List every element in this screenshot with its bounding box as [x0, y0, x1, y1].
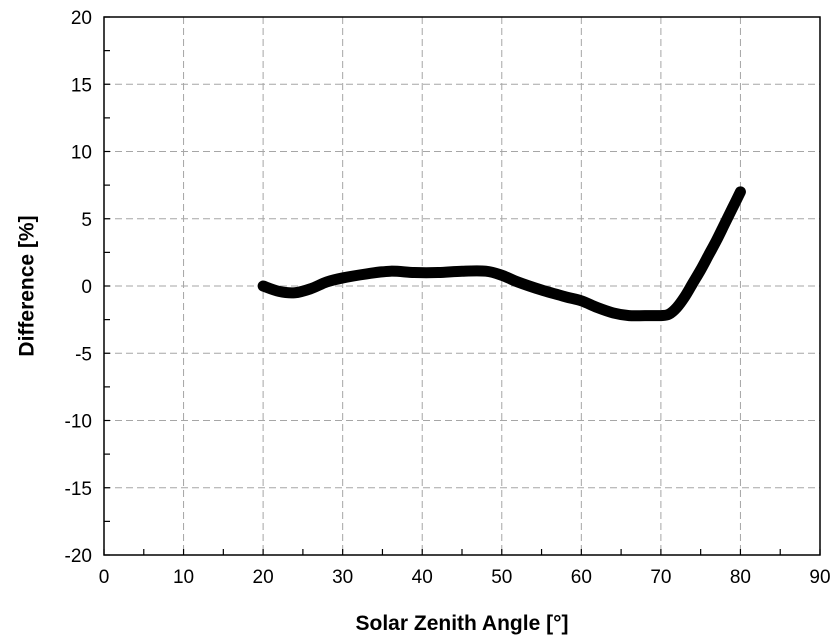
y-tick-label: 5 — [81, 210, 92, 231]
x-tick-label: 10 — [173, 567, 194, 588]
y-axis-title: Difference [%] — [16, 215, 39, 356]
y-tick-label: 10 — [71, 143, 92, 164]
x-tick-label: 0 — [99, 567, 110, 588]
x-tick-label: 80 — [730, 567, 751, 588]
x-tick-label: 60 — [571, 567, 592, 588]
x-tick-label: 90 — [809, 567, 830, 588]
y-tick-label: 15 — [71, 75, 92, 96]
series-line — [257, 186, 746, 322]
series-layer — [257, 186, 746, 322]
y-tick-label: 20 — [71, 8, 92, 29]
x-axis-title: Solar Zenith Angle [°] — [356, 612, 569, 635]
y-tick-label: -15 — [65, 479, 92, 500]
y-tick-label: -5 — [75, 344, 92, 365]
x-tick-label: 50 — [491, 567, 512, 588]
grid — [104, 17, 820, 555]
x-tick-label: 70 — [650, 567, 671, 588]
y-tick-label: -10 — [65, 412, 92, 433]
y-tick-label: 0 — [81, 277, 92, 298]
x-tick-label: 30 — [332, 567, 353, 588]
x-tick-label: 40 — [412, 567, 433, 588]
y-tick-label: -20 — [65, 546, 92, 567]
tick-marks — [103, 16, 821, 556]
x-axis-tick-labels: 0 10 20 30 40 50 60 70 80 90 — [99, 567, 831, 588]
x-tick-label: 20 — [253, 567, 274, 588]
y-axis-tick-labels: -20 -15 -10 -5 0 5 10 15 20 — [65, 8, 92, 567]
